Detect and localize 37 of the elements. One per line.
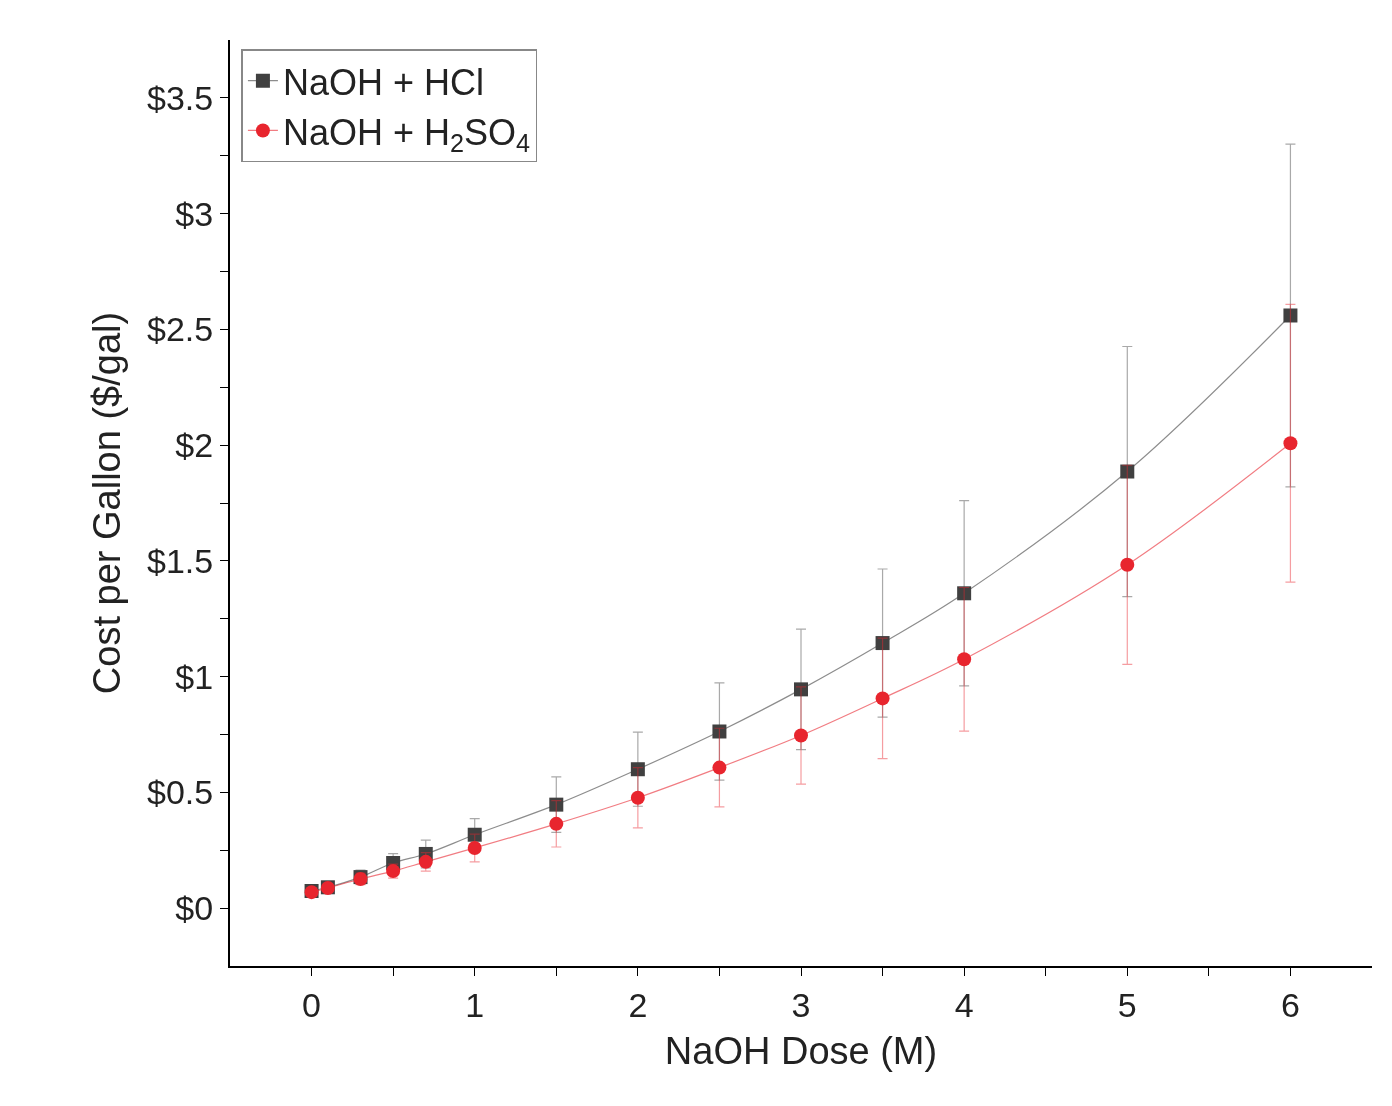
point (549, 797, 564, 812)
point (467, 827, 482, 842)
point (630, 790, 645, 805)
y-tick-label: $3 (175, 194, 214, 233)
point (794, 728, 808, 743)
point (1120, 557, 1135, 572)
y-tick-label: $1 (175, 657, 214, 696)
x-tick-label: 3 (791, 985, 811, 1024)
y-tick-label: $2 (175, 426, 214, 465)
point (467, 840, 482, 855)
y-tick-label: $3.5 (147, 78, 214, 117)
y-tick-label: $1.5 (147, 541, 214, 580)
point (957, 652, 972, 667)
x-tick-label: 4 (954, 985, 974, 1024)
point (1283, 308, 1298, 323)
point (549, 816, 564, 831)
point (1283, 436, 1298, 451)
point (875, 691, 890, 706)
y-axis-title: Cost per Gallon ($/gal) (85, 311, 128, 695)
legend-label: NaOH + H$_{2}$SO$_{4}$ (282, 111, 531, 158)
y-tick-label: $0 (175, 889, 214, 928)
x-tick-label: 0 (302, 985, 322, 1024)
point (875, 636, 890, 651)
point (712, 724, 727, 739)
point (630, 762, 645, 777)
y-tick-label: $2.5 (147, 310, 214, 349)
x-tick-label: 5 (1117, 985, 1137, 1024)
point (712, 760, 727, 775)
x-tick-label: 1 (465, 985, 485, 1024)
x-tick-label: 2 (628, 985, 648, 1024)
point (794, 682, 808, 697)
x-tick-label: 6 (1280, 985, 1300, 1024)
y-tick-label: $0.5 (147, 773, 214, 812)
point (957, 586, 972, 601)
legend-label: NaOH + HCl (282, 61, 484, 103)
point (1120, 464, 1135, 479)
x-axis-title: NaOH Dose (M) (664, 1030, 938, 1073)
